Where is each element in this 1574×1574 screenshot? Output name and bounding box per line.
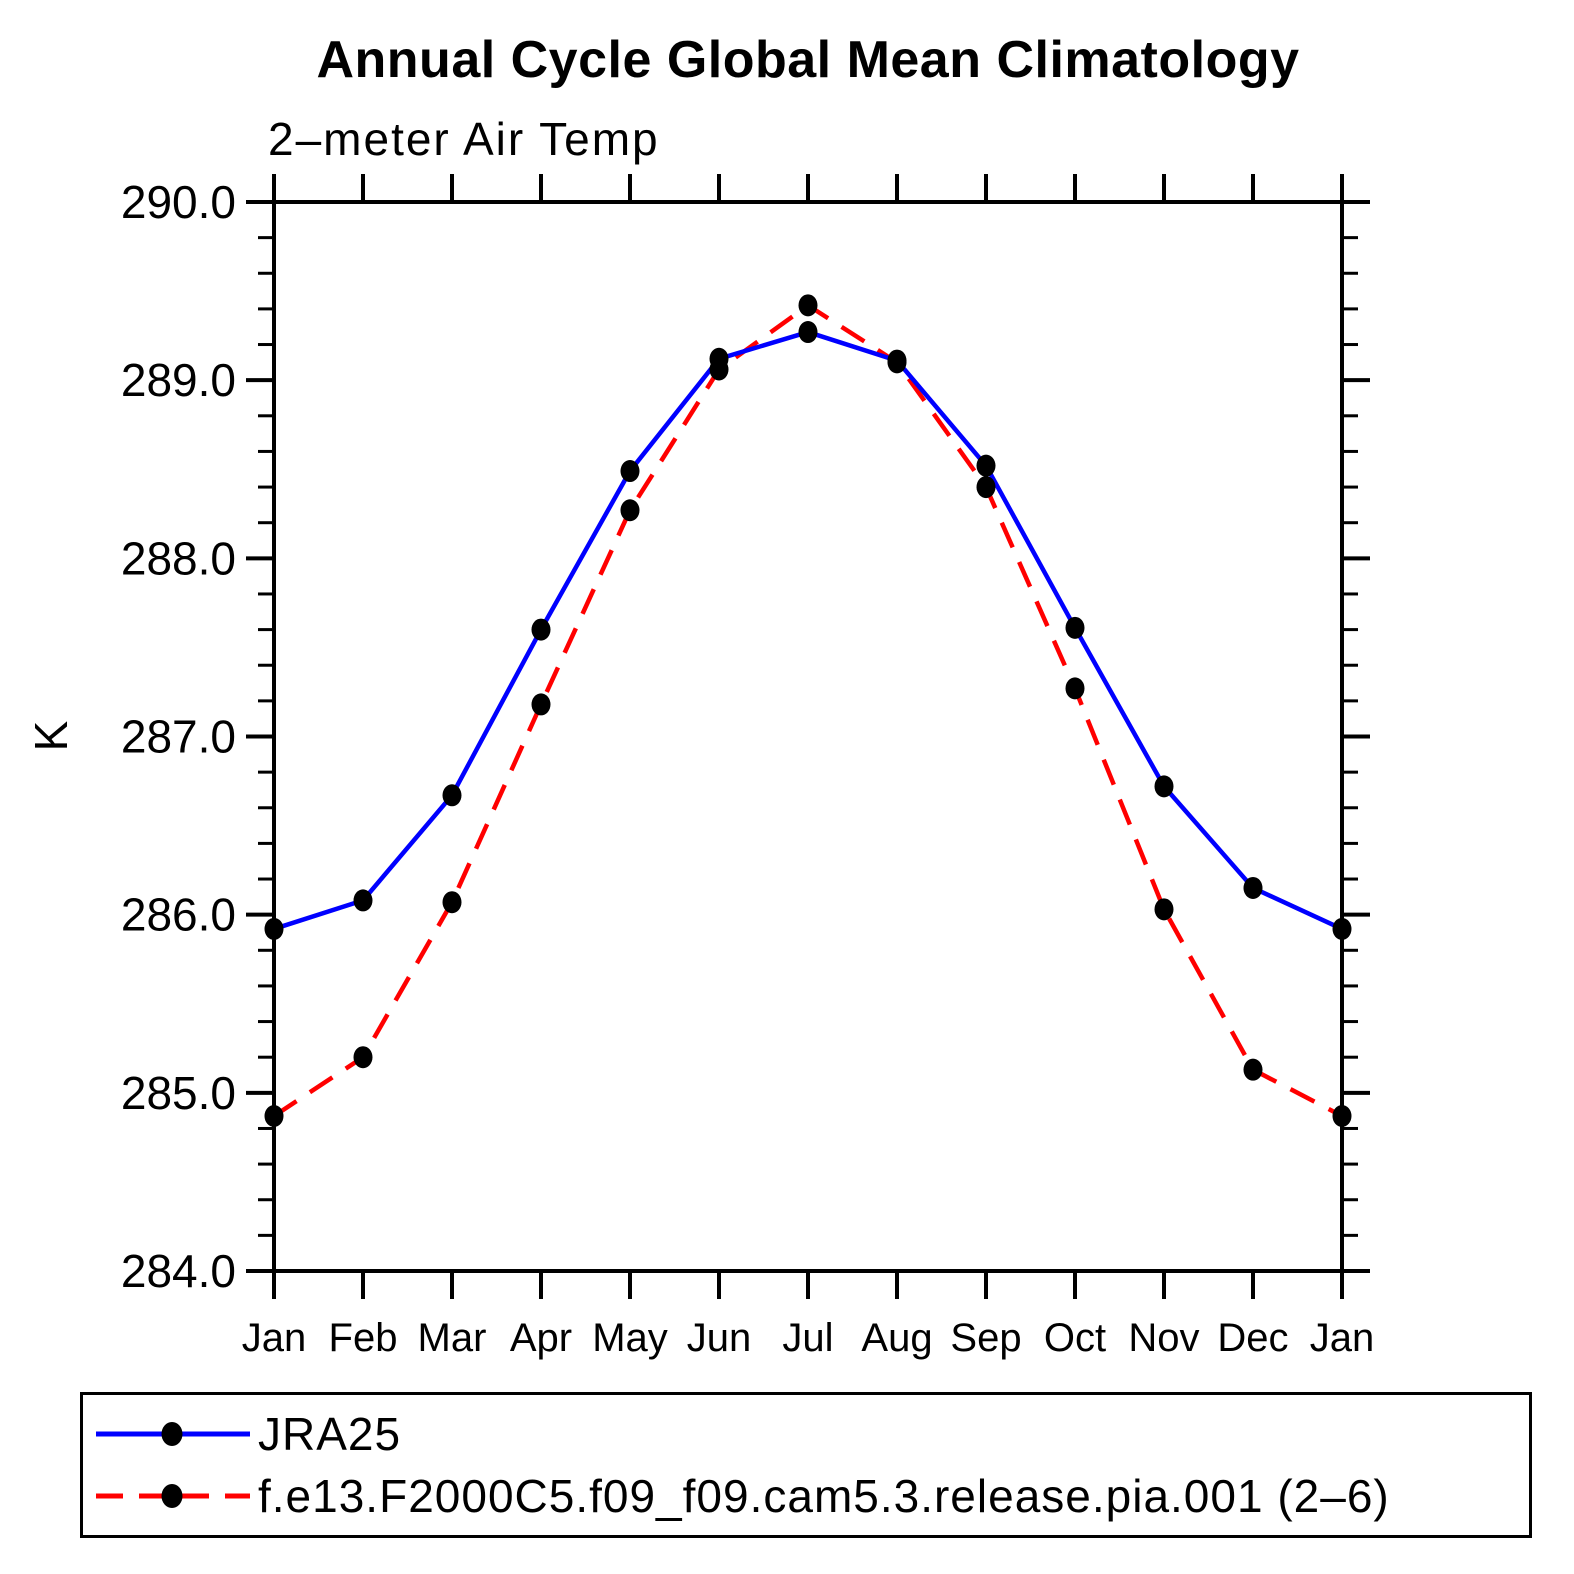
data-point-marker — [620, 460, 640, 483]
data-point-marker — [1154, 898, 1174, 921]
legend-label-jra25: JRA25 — [258, 1408, 402, 1460]
data-point-marker — [976, 454, 996, 477]
legend: JRA25 f.e13.F2000C5.f09_f09.cam5.3.relea… — [80, 1392, 1532, 1538]
y-tick-label: 287.0 — [121, 711, 236, 763]
data-point-marker — [442, 891, 462, 914]
x-tick-label: Dec — [1217, 1316, 1288, 1360]
legend-swatch-jra25 — [96, 1422, 250, 1446]
x-tick-label: Apr — [510, 1316, 572, 1360]
data-point-marker — [976, 476, 996, 499]
data-point-marker — [620, 499, 640, 522]
y-tick-label: 286.0 — [121, 889, 236, 941]
x-tick-label: Mar — [418, 1316, 487, 1360]
data-point-marker — [709, 358, 729, 381]
data-point-marker — [798, 294, 818, 317]
x-tick-label: May — [592, 1316, 668, 1360]
legend-label-model: f.e13.F2000C5.f09_f09.cam5.3.release.pia… — [258, 1470, 1390, 1522]
x-tick-label: Jan — [242, 1316, 307, 1360]
x-tick-label: Aug — [861, 1316, 932, 1360]
data-point-marker — [798, 321, 818, 344]
y-tick-label: 290.0 — [121, 176, 236, 228]
legend-entry-jra25: JRA25 — [88, 1403, 1529, 1465]
y-tick-label: 289.0 — [121, 354, 236, 406]
data-point-marker — [531, 693, 551, 716]
data-point-marker — [264, 1104, 284, 1127]
y-tick-label: 288.0 — [121, 532, 236, 584]
data-point-marker — [1243, 876, 1263, 899]
x-tick-label: Jul — [782, 1316, 833, 1360]
x-tick-label: Nov — [1128, 1316, 1199, 1360]
data-point-marker — [1332, 1104, 1352, 1127]
legend-marker-sample — [161, 1422, 183, 1446]
data-point-marker — [1332, 917, 1352, 940]
y-tick-label: 285.0 — [121, 1067, 236, 1119]
chart-subtitle: 2–meter Air Temp — [268, 113, 660, 165]
data-point-marker — [1154, 775, 1174, 798]
series-line-1 — [272, 303, 1344, 1118]
data-point-marker — [353, 1046, 373, 1069]
x-tick-label: Jan — [1310, 1316, 1375, 1360]
x-tick-label: Jun — [687, 1316, 752, 1360]
data-point-marker — [442, 784, 462, 807]
x-tick-label: Oct — [1044, 1316, 1106, 1360]
data-point-marker — [531, 618, 551, 641]
legend-swatch-model — [96, 1484, 250, 1508]
chart-title: Annual Cycle Global Mean Climatology — [316, 31, 1300, 89]
series-line-0 — [273, 329, 1343, 932]
y-axis-unit-label: K — [25, 720, 77, 752]
data-point-marker — [1065, 616, 1085, 639]
x-tick-label: Feb — [329, 1316, 398, 1360]
legend-entry-model: f.e13.F2000C5.f09_f09.cam5.3.release.pia… — [88, 1465, 1529, 1527]
data-point-marker — [1243, 1058, 1263, 1081]
legend-marker-sample — [161, 1484, 183, 1508]
data-point-marker — [353, 889, 373, 912]
plot-frame — [272, 200, 1344, 1273]
x-tick-label: Sep — [950, 1316, 1021, 1360]
data-point-marker — [264, 917, 284, 940]
data-point-marker — [1065, 677, 1085, 700]
y-tick-label: 284.0 — [121, 1245, 236, 1297]
data-point-marker — [887, 351, 907, 374]
